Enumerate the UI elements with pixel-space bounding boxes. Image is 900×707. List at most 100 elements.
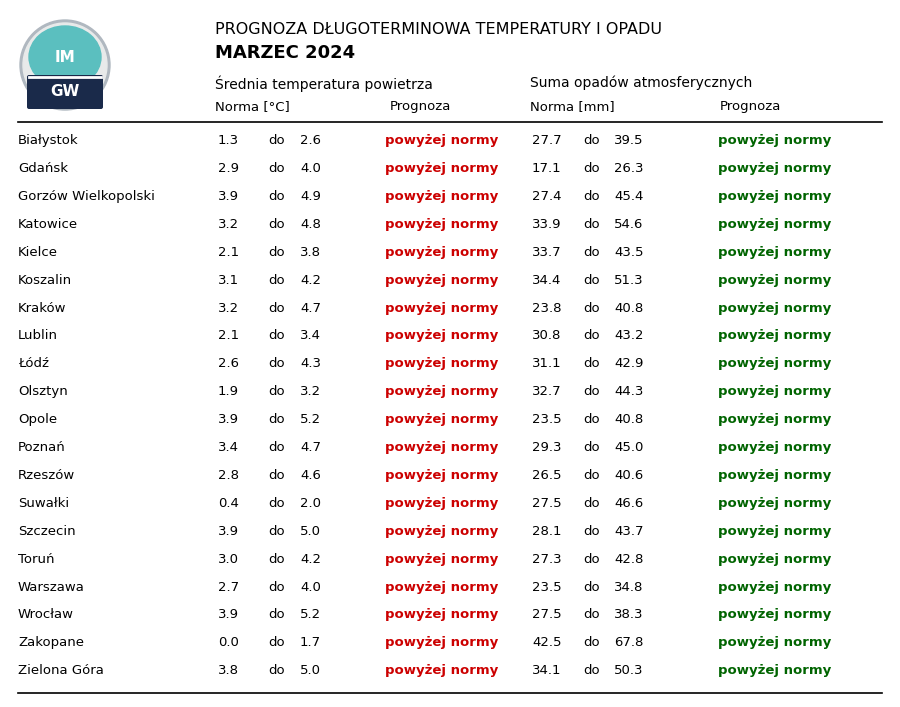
Text: 3.9: 3.9	[218, 190, 239, 203]
Text: 27.4: 27.4	[532, 190, 562, 203]
Text: powyżej normy: powyżej normy	[718, 329, 832, 342]
Text: 3.4: 3.4	[218, 441, 239, 454]
Text: PROGNOZA DŁUGOTERMINOWA TEMPERATURY I OPADU: PROGNOZA DŁUGOTERMINOWA TEMPERATURY I OP…	[215, 22, 662, 37]
Ellipse shape	[20, 20, 110, 110]
Text: 54.6: 54.6	[614, 218, 644, 231]
Text: Średnia temperatura powietrza: Średnia temperatura powietrza	[215, 75, 433, 91]
Text: Koszalin: Koszalin	[18, 274, 72, 286]
Text: Poznań: Poznań	[18, 441, 66, 454]
Text: powyżej normy: powyżej normy	[718, 609, 832, 621]
Text: 4.7: 4.7	[300, 441, 321, 454]
Text: 1.9: 1.9	[218, 385, 239, 398]
Text: 5.2: 5.2	[300, 609, 321, 621]
Text: powyżej normy: powyżej normy	[385, 580, 499, 594]
Text: do: do	[583, 497, 599, 510]
Text: do: do	[268, 469, 284, 482]
Text: powyżej normy: powyżej normy	[385, 302, 499, 315]
Text: 4.0: 4.0	[300, 162, 321, 175]
Text: do: do	[583, 246, 599, 259]
Text: do: do	[583, 302, 599, 315]
Text: powyżej normy: powyżej normy	[385, 134, 499, 147]
Text: 5.0: 5.0	[300, 525, 321, 538]
Text: 46.6: 46.6	[614, 497, 644, 510]
Text: 43.2: 43.2	[614, 329, 644, 342]
Text: powyżej normy: powyżej normy	[718, 636, 832, 650]
Text: 17.1: 17.1	[532, 162, 562, 175]
Text: 2.1: 2.1	[218, 329, 239, 342]
Text: do: do	[583, 218, 599, 231]
Text: 39.5: 39.5	[614, 134, 644, 147]
Text: do: do	[583, 274, 599, 286]
Text: do: do	[268, 162, 284, 175]
Text: powyżej normy: powyżej normy	[385, 274, 499, 286]
Text: do: do	[268, 413, 284, 426]
Text: do: do	[268, 636, 284, 650]
Text: 51.3: 51.3	[614, 274, 644, 286]
Text: powyżej normy: powyżej normy	[385, 469, 499, 482]
Text: 0.0: 0.0	[218, 636, 238, 650]
Text: do: do	[268, 665, 284, 677]
Text: powyżej normy: powyżej normy	[718, 218, 832, 231]
Text: powyżej normy: powyżej normy	[385, 497, 499, 510]
Text: powyżej normy: powyżej normy	[385, 357, 499, 370]
Text: 29.3: 29.3	[532, 441, 562, 454]
Text: Kraków: Kraków	[18, 302, 67, 315]
Text: 2.6: 2.6	[218, 357, 239, 370]
Text: powyżej normy: powyżej normy	[385, 190, 499, 203]
Text: 3.9: 3.9	[218, 609, 239, 621]
Text: 3.8: 3.8	[300, 246, 321, 259]
Text: 42.9: 42.9	[614, 357, 644, 370]
Text: 42.8: 42.8	[614, 553, 644, 566]
Text: do: do	[268, 218, 284, 231]
Text: Norma [°C]: Norma [°C]	[215, 100, 290, 113]
Text: IM: IM	[55, 49, 76, 64]
Text: powyżej normy: powyżej normy	[718, 274, 832, 286]
Text: Opole: Opole	[18, 413, 57, 426]
Text: Suma opadów atmosferycznych: Suma opadów atmosferycznych	[530, 75, 752, 90]
Text: 23.5: 23.5	[532, 580, 562, 594]
Text: 45.0: 45.0	[614, 441, 644, 454]
Text: do: do	[268, 246, 284, 259]
Text: Białystok: Białystok	[18, 134, 78, 147]
Text: powyżej normy: powyżej normy	[385, 413, 499, 426]
Text: do: do	[268, 134, 284, 147]
Text: 34.4: 34.4	[532, 274, 562, 286]
Text: 2.6: 2.6	[300, 134, 321, 147]
Text: 26.3: 26.3	[614, 162, 644, 175]
Text: 3.8: 3.8	[218, 665, 239, 677]
Text: 3.4: 3.4	[300, 329, 321, 342]
Text: do: do	[583, 525, 599, 538]
Text: 4.3: 4.3	[300, 357, 321, 370]
Text: 3.2: 3.2	[300, 385, 321, 398]
Text: powyżej normy: powyżej normy	[718, 525, 832, 538]
Text: 30.8: 30.8	[532, 329, 562, 342]
Text: do: do	[583, 385, 599, 398]
Text: 43.7: 43.7	[614, 525, 644, 538]
Text: 67.8: 67.8	[614, 636, 644, 650]
Text: 40.8: 40.8	[614, 413, 644, 426]
Text: powyżej normy: powyżej normy	[718, 441, 832, 454]
Text: powyżej normy: powyżej normy	[718, 385, 832, 398]
Text: powyżej normy: powyżej normy	[718, 190, 832, 203]
Text: 40.8: 40.8	[614, 302, 644, 315]
Text: do: do	[583, 665, 599, 677]
Text: do: do	[583, 190, 599, 203]
Text: do: do	[583, 636, 599, 650]
Text: do: do	[583, 609, 599, 621]
Text: 4.9: 4.9	[300, 190, 321, 203]
Text: do: do	[583, 441, 599, 454]
Text: do: do	[583, 134, 599, 147]
Text: do: do	[268, 274, 284, 286]
Text: Katowice: Katowice	[18, 218, 78, 231]
Text: Lublin: Lublin	[18, 329, 58, 342]
Text: 44.3: 44.3	[614, 385, 644, 398]
Text: 4.8: 4.8	[300, 218, 321, 231]
Text: powyżej normy: powyżej normy	[385, 246, 499, 259]
Text: 3.9: 3.9	[218, 413, 239, 426]
Text: powyżej normy: powyżej normy	[718, 134, 832, 147]
Text: Wrocław: Wrocław	[18, 609, 74, 621]
Text: do: do	[583, 329, 599, 342]
Text: do: do	[268, 329, 284, 342]
Text: 45.4: 45.4	[614, 190, 644, 203]
Text: 0.4: 0.4	[218, 497, 238, 510]
